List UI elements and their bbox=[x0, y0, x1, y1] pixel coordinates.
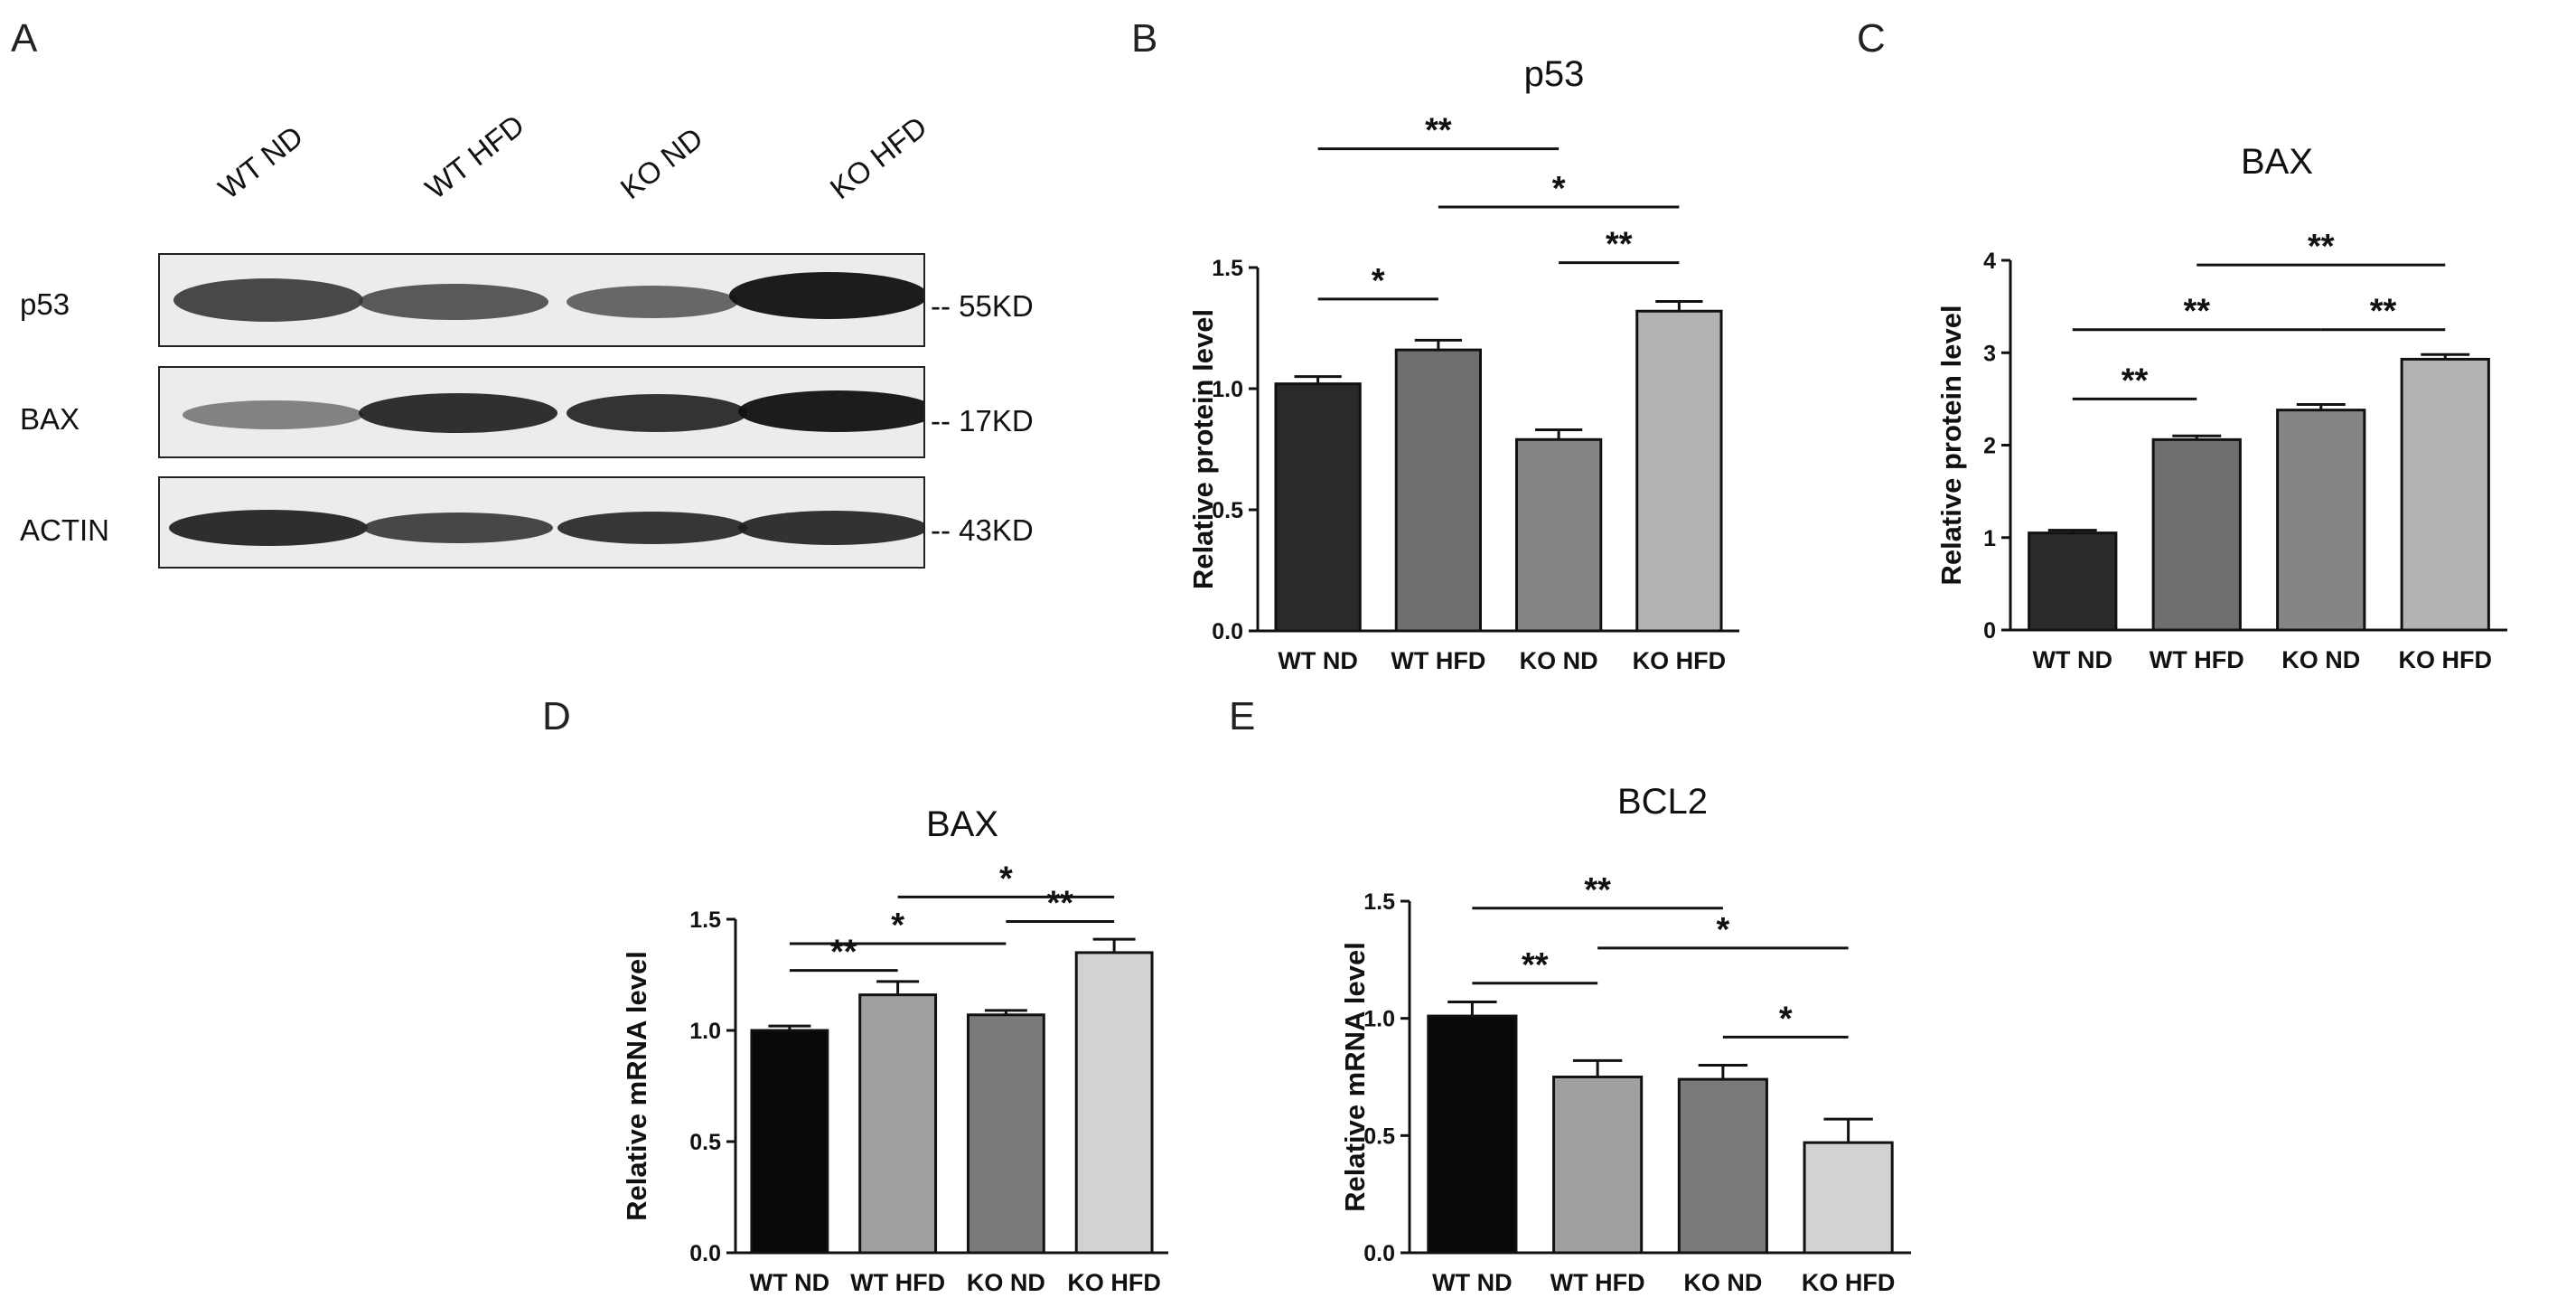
bar bbox=[1803, 1141, 1894, 1255]
bar bbox=[858, 993, 938, 1255]
chart-title: BAX bbox=[926, 804, 998, 844]
bar bbox=[2151, 437, 2242, 632]
blot-strip-bax bbox=[158, 366, 937, 458]
chart-d: BAX Relative mRNA level 0.0 0.5 1.0 1.5 WT ND W… bbox=[621, 804, 1168, 1296]
significance-label: ** bbox=[1584, 871, 1611, 909]
bar bbox=[1074, 951, 1154, 1255]
y-tick-label: 2 bbox=[1983, 434, 1996, 459]
significance-label: * bbox=[999, 860, 1013, 898]
significance-label: ** bbox=[2183, 293, 2210, 331]
size-label: 17KD bbox=[959, 404, 1034, 437]
y-tick-label: 4 bbox=[1983, 249, 1996, 274]
bar bbox=[1427, 1014, 1518, 1255]
panel-label-c: C bbox=[1857, 16, 1886, 61]
significance-label: ** bbox=[2308, 228, 2335, 266]
y-tick-label: 1.5 bbox=[689, 907, 721, 933]
y-axis-label: Relative protein level bbox=[1187, 309, 1219, 589]
significance-label: ** bbox=[1522, 946, 1549, 984]
y-axis-label: Relative mRNA level bbox=[1339, 942, 1371, 1212]
significance-label: ** bbox=[2122, 362, 2149, 400]
significance-label: * bbox=[1372, 262, 1385, 300]
y-tick-label: 1.5 bbox=[1363, 889, 1395, 915]
size-marker-55kd: -- 55KD bbox=[931, 289, 1034, 323]
x-tick-label: WT HFD bbox=[1550, 1269, 1645, 1296]
bar bbox=[966, 1013, 1045, 1255]
y-tick-label: 0.5 bbox=[689, 1130, 721, 1155]
chart-title: BCL2 bbox=[1617, 782, 1708, 822]
panel-label-b: B bbox=[1131, 16, 1158, 61]
blot-strip-p53 bbox=[158, 253, 928, 347]
x-tick-label: WT ND bbox=[1432, 1269, 1512, 1296]
y-tick-label: 0.0 bbox=[1363, 1241, 1395, 1266]
y-axis-label: Relative mRNA level bbox=[621, 951, 652, 1221]
bar bbox=[1635, 309, 1723, 633]
bar bbox=[2028, 531, 2118, 632]
significance-label: * bbox=[891, 907, 904, 945]
significance-label: ** bbox=[830, 934, 857, 972]
x-tick-label: KO ND bbox=[1520, 647, 1598, 674]
y-axis-label: Relative protein level bbox=[1935, 305, 1967, 585]
chart-e: BCL2 Relative mRNA level 0.0 0.5 1.0 1.5 WT ND… bbox=[1339, 782, 1911, 1296]
chart-b: p53 Relative protein level 0.0 0.5 1.0 1.5 WT … bbox=[1187, 54, 1739, 674]
bar bbox=[1514, 437, 1603, 633]
x-tick-label: KO HFD bbox=[1802, 1269, 1896, 1296]
x-tick-label: WT ND bbox=[1278, 647, 1357, 674]
y-tick-label: 1.0 bbox=[1363, 1007, 1395, 1032]
protein-label-p53: p53 bbox=[20, 287, 70, 321]
chart-c: BAX Relative protein level 0 1 2 3 4 WT ND WT HF… bbox=[1935, 142, 2507, 673]
bar bbox=[2276, 409, 2366, 632]
y-tick-label: 1 bbox=[1983, 526, 1996, 551]
x-tick-label: WT HFD bbox=[850, 1269, 945, 1296]
panel-label-e: E bbox=[1229, 694, 1256, 738]
blot-strip-actin bbox=[158, 476, 928, 569]
bar bbox=[2400, 357, 2490, 632]
significance-label: * bbox=[1552, 170, 1566, 208]
size-label: 43KD bbox=[959, 513, 1034, 547]
x-tick-label: KO HFD bbox=[1633, 647, 1727, 674]
blot-bands-actin bbox=[160, 478, 928, 567]
blot-bands-bax bbox=[160, 368, 937, 456]
size-marker-17kd: -- 17KD bbox=[931, 404, 1034, 437]
y-tick-label: 1.0 bbox=[689, 1019, 721, 1044]
y-tick-label: 0.0 bbox=[1212, 619, 1243, 644]
y-tick-label: 0.0 bbox=[689, 1241, 721, 1266]
significance-label: ** bbox=[1046, 884, 1073, 922]
x-tick-label: KO ND bbox=[1683, 1269, 1762, 1296]
protein-label-actin: ACTIN bbox=[20, 513, 109, 547]
panel-label-d: D bbox=[542, 694, 571, 738]
x-tick-label: WT HFD bbox=[2150, 646, 2244, 673]
x-tick-label: KO ND bbox=[2281, 646, 2360, 673]
x-tick-label: WT ND bbox=[750, 1269, 829, 1296]
blot-bands-p53 bbox=[160, 255, 928, 345]
panel-label-a: A bbox=[11, 16, 38, 61]
protein-label-bax: BAX bbox=[20, 402, 80, 436]
bar bbox=[1552, 1076, 1644, 1255]
x-tick-label: KO HFD bbox=[2399, 646, 2493, 673]
x-tick-label: WT HFD bbox=[1391, 647, 1485, 674]
bar bbox=[1274, 382, 1362, 633]
y-tick-label: 0.5 bbox=[1212, 498, 1243, 523]
chart-title: p53 bbox=[1524, 54, 1585, 94]
size-label: 55KD bbox=[959, 289, 1034, 323]
significance-label: ** bbox=[1606, 226, 1633, 264]
chart-title: BAX bbox=[2241, 142, 2313, 182]
y-tick-label: 1.0 bbox=[1212, 377, 1243, 402]
y-tick-label: 0 bbox=[1983, 618, 1996, 644]
significance-label: ** bbox=[1425, 112, 1452, 150]
x-tick-label: WT ND bbox=[2033, 646, 2112, 673]
size-marker-43kd: -- 43KD bbox=[931, 513, 1034, 547]
y-tick-label: 1.5 bbox=[1212, 256, 1243, 281]
significance-label: ** bbox=[2370, 293, 2397, 331]
significance-label: * bbox=[1779, 1000, 1793, 1038]
x-tick-label: KO ND bbox=[967, 1269, 1045, 1296]
bar bbox=[1677, 1077, 1768, 1255]
bar bbox=[750, 1029, 829, 1255]
bar bbox=[1394, 348, 1483, 633]
y-tick-label: 0.5 bbox=[1363, 1124, 1395, 1149]
x-tick-label: KO HFD bbox=[1067, 1269, 1161, 1296]
significance-label: * bbox=[1716, 911, 1729, 949]
y-tick-label: 3 bbox=[1983, 341, 1996, 366]
